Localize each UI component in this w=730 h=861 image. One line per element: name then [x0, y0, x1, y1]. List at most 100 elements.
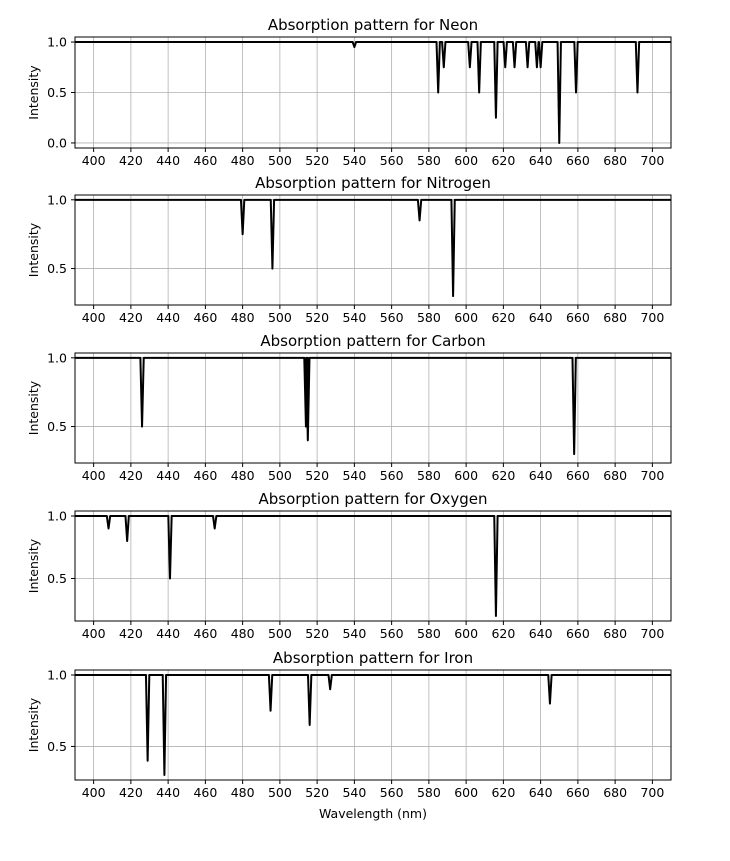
- x-tick-label: 660: [566, 626, 590, 641]
- chart-title: Absorption pattern for Iron: [273, 649, 473, 667]
- x-tick-label: 640: [529, 785, 553, 800]
- x-tick-label: 440: [156, 626, 180, 641]
- x-tick-label: 660: [566, 153, 590, 168]
- x-tick-label: 560: [380, 468, 404, 483]
- x-tick-label: 660: [566, 468, 590, 483]
- x-tick-label: 420: [119, 626, 143, 641]
- x-tick-label: 560: [380, 626, 404, 641]
- x-tick-label: 460: [193, 626, 217, 641]
- panels: 400 420 440 460 480 500 520 540 560 580 600 620 640 6…: [26, 16, 672, 821]
- x-tick-label: 640: [529, 310, 553, 325]
- x-tick-label: 480: [231, 468, 255, 483]
- y-tick-label: 1.0: [47, 35, 67, 50]
- x-tick-label: 480: [231, 153, 255, 168]
- chart-title: Absorption pattern for Oxygen: [258, 490, 487, 508]
- x-tick-label: 400: [82, 310, 106, 325]
- x-tick-label: 520: [305, 626, 329, 641]
- x-tick-label: 540: [342, 785, 366, 800]
- x-tick-label: 580: [417, 785, 441, 800]
- x-tick-label: 440: [156, 785, 180, 800]
- x-tick-label: 540: [342, 310, 366, 325]
- x-tick-label: 700: [640, 785, 664, 800]
- x-tick-label: 500: [268, 468, 292, 483]
- x-tick-label: 580: [417, 153, 441, 168]
- x-tick-label: 620: [491, 626, 515, 641]
- spectrum-line: [75, 198, 671, 298]
- axes-frame: [74, 194, 672, 306]
- grid: [75, 511, 671, 621]
- x-tick-label: 560: [380, 785, 404, 800]
- x-tick-label: 500: [268, 310, 292, 325]
- y-tick-label: 1.0: [47, 192, 67, 207]
- spectrum-line: [75, 674, 671, 776]
- x-tick-label: 600: [454, 310, 478, 325]
- axes-frame: [74, 669, 672, 781]
- x-tick-label: 520: [305, 468, 329, 483]
- x-tick-label: 420: [119, 310, 143, 325]
- x-tick-label: 500: [268, 785, 292, 800]
- x-tick-label: 620: [491, 468, 515, 483]
- x-tick-label: 460: [193, 153, 217, 168]
- x-tick-label: 700: [640, 626, 664, 641]
- x-tick-label: 580: [417, 626, 441, 641]
- x-tick-label: 520: [305, 785, 329, 800]
- grid: [75, 37, 671, 148]
- x-tick-label: 700: [640, 468, 664, 483]
- x-tick-label: 660: [566, 785, 590, 800]
- x-tick-label: 580: [417, 310, 441, 325]
- x-tick-label: 480: [231, 626, 255, 641]
- x-tick-label: 580: [417, 468, 441, 483]
- x-tick-label: 400: [82, 153, 106, 168]
- axes-frame: [74, 352, 672, 464]
- chart-title: Absorption pattern for Neon: [268, 16, 478, 34]
- x-tick-label: 420: [119, 468, 143, 483]
- y-axis-label: Intensity: [26, 65, 41, 120]
- x-tick-label: 540: [342, 153, 366, 168]
- x-tick-label: 680: [603, 785, 627, 800]
- x-tick-label: 600: [454, 785, 478, 800]
- x-tick-label: 560: [380, 310, 404, 325]
- x-tick-label: 500: [268, 626, 292, 641]
- x-tick-label: 640: [529, 153, 553, 168]
- x-tick-label: 420: [119, 785, 143, 800]
- x-tick-label: 520: [305, 153, 329, 168]
- x-tick-label: 700: [640, 153, 664, 168]
- grid: [75, 353, 671, 463]
- x-tick-label: 600: [454, 626, 478, 641]
- y-axis-label: Intensity: [26, 538, 41, 593]
- x-tick-label: 620: [491, 310, 515, 325]
- y-tick-label: 0.5: [47, 571, 67, 586]
- panel-4: 400 420 440 460 480 500 520 540 560 580 600 620 640 6…: [26, 490, 672, 641]
- y-tick-label: 0.0: [47, 135, 67, 150]
- x-axis-label: Wavelength (nm): [319, 806, 427, 821]
- x-tick-label: 620: [491, 153, 515, 168]
- panel-2: 400 420 440 460 480 500 520 540 560 580 600 620 640 6…: [26, 174, 672, 325]
- x-tick-label: 460: [193, 785, 217, 800]
- axes-frame: [74, 510, 672, 622]
- x-tick-label: 420: [119, 153, 143, 168]
- spectrum-line: [75, 356, 671, 456]
- x-tick-label: 500: [268, 153, 292, 168]
- y-tick-label: 1.0: [47, 509, 67, 524]
- x-tick-label: 480: [231, 310, 255, 325]
- x-tick-label: 400: [82, 468, 106, 483]
- x-tick-label: 660: [566, 310, 590, 325]
- x-tick-label: 600: [454, 468, 478, 483]
- x-tick-label: 560: [380, 153, 404, 168]
- panel-1: 400 420 440 460 480 500 520 540 560 580 600 620 640 6…: [26, 16, 672, 168]
- x-tick-label: 680: [603, 310, 627, 325]
- y-axis-label: Intensity: [26, 222, 41, 277]
- x-tick-label: 460: [193, 310, 217, 325]
- x-tick-label: 680: [603, 626, 627, 641]
- spectrum-line: [75, 41, 671, 144]
- x-tick-label: 640: [529, 626, 553, 641]
- x-tick-label: 400: [82, 785, 106, 800]
- y-tick-label: 0.5: [47, 739, 67, 754]
- x-tick-label: 700: [640, 310, 664, 325]
- y-tick-label: 0.5: [47, 85, 67, 100]
- x-tick-label: 520: [305, 310, 329, 325]
- x-tick-label: 400: [82, 626, 106, 641]
- panel-3: 400 420 440 460 480 500 520 540 560 580 600 620 640 6…: [26, 332, 672, 483]
- y-tick-label: 0.5: [47, 419, 67, 434]
- y-tick-label: 1.0: [47, 350, 67, 365]
